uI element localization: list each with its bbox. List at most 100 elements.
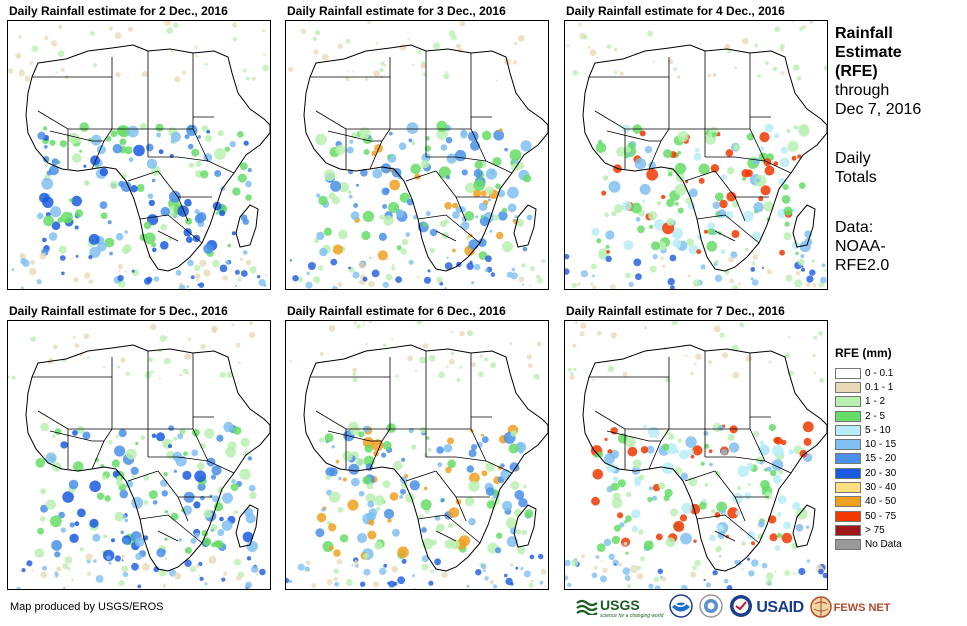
panel-title: Daily Rainfall estimate for 5 Dec., 2016 (9, 304, 228, 318)
legend-swatch (835, 439, 861, 451)
madagascar-outline (235, 504, 259, 548)
legend-item: 2 - 5 (835, 409, 960, 423)
legend-label: 30 - 40 (865, 482, 897, 494)
country-border (668, 351, 706, 430)
country-border (405, 170, 437, 182)
country-border (435, 230, 457, 242)
country-border (684, 170, 716, 182)
country-border (49, 130, 104, 142)
fews-net-logo: FEWS NET (809, 595, 891, 621)
map-panel-dec-2: Daily Rainfall estimate for 2 Dec., 2016 (7, 4, 271, 290)
legend-swatch (835, 467, 861, 479)
totals-label: Totals (835, 169, 877, 186)
country-border (417, 514, 481, 544)
country-border (606, 430, 661, 442)
panel-title: Daily Rainfall estimate for 4 Dec., 2016 (566, 4, 785, 18)
country-border (389, 51, 427, 130)
legend-item: 10 - 15 (835, 437, 960, 451)
coastline (25, 44, 270, 272)
usaid-seal-icon (729, 594, 753, 623)
daily-label: Daily (835, 150, 871, 167)
legend-label: 0 - 0.1 (865, 367, 894, 379)
map-panel-dec-5: Daily Rainfall estimate for 5 Dec., 2016 (7, 304, 271, 590)
legend-item: 0 - 0.1 (835, 366, 960, 380)
legend-item: > 75 (835, 523, 960, 537)
country-border (148, 156, 209, 162)
legend-item: 15 - 20 (835, 452, 960, 466)
country-border (684, 470, 716, 482)
country-border (696, 514, 760, 544)
usgs-waves-icon (576, 599, 598, 618)
legend-swatch (835, 482, 861, 494)
country-border (157, 230, 179, 242)
legend-swatch (835, 410, 861, 422)
product-title-line2: Estimate (835, 44, 902, 61)
country-border (714, 530, 736, 542)
legend-swatch (835, 496, 861, 508)
map-panel-dec-4: Daily Rainfall estimate for 4 Dec., 2016 (564, 4, 828, 290)
data-source-line2: RFE2.0 (835, 257, 890, 274)
rainfall-field (8, 21, 269, 289)
rainfall-field (8, 321, 266, 589)
legend-item: 40 - 50 (835, 495, 960, 509)
madagascar-outline (792, 204, 816, 248)
madagascar-outline (792, 504, 816, 548)
rainfall-map (285, 20, 549, 290)
rainfall-field (286, 321, 547, 589)
panel-title: Daily Rainfall estimate for 3 Dec., 2016 (287, 4, 506, 18)
country-border (327, 130, 382, 142)
fews-globe-icon (809, 595, 832, 621)
fews-wordmark: FEWS NET (833, 602, 891, 614)
legend-item: 20 - 30 (835, 466, 960, 480)
legend-swatch (835, 524, 861, 536)
country-border (139, 214, 203, 244)
country-border (435, 530, 457, 542)
legend-swatch (835, 424, 861, 436)
legend-swatch (835, 367, 861, 379)
legend-swatch (835, 396, 861, 408)
country-border (111, 351, 149, 430)
madagascar-outline (235, 204, 259, 248)
country-border (139, 514, 203, 544)
rainfall-map (7, 20, 271, 290)
country-border (127, 470, 159, 482)
country-border (417, 214, 481, 244)
country-border (148, 456, 209, 462)
madagascar-outline (513, 504, 537, 548)
agency-logos: USGS science for a changing world USAID F… (576, 593, 891, 623)
country-border (668, 51, 706, 130)
legend-item: No Data (835, 538, 960, 552)
map-panel-dec-7: Daily Rainfall estimate for 7 Dec., 2016 (564, 304, 828, 590)
legend-label: 50 - 75 (865, 510, 897, 522)
coastline (25, 344, 270, 572)
map-panel-dec-6: Daily Rainfall estimate for 6 Dec., 2016 (285, 304, 549, 590)
usgs-logo: USGS science for a changing world (576, 597, 663, 619)
country-border (426, 456, 487, 462)
coastline (303, 44, 548, 272)
legend-item: 50 - 75 (835, 509, 960, 523)
legend-label: No Data (865, 539, 902, 551)
through-label: through (835, 82, 890, 99)
country-border (606, 130, 661, 142)
legend-label: 2 - 5 (865, 410, 886, 422)
dhs-seal-icon (699, 593, 724, 623)
country-border (111, 51, 149, 130)
legend-label: 5 - 10 (865, 424, 891, 436)
map-description: Rainfall Estimate (RFE) through Dec 7, 2… (835, 24, 960, 275)
panel-title: Daily Rainfall estimate for 6 Dec., 2016 (287, 304, 506, 318)
usaid-wordmark: USAID (756, 599, 804, 616)
data-label: Data: (835, 219, 874, 236)
legend-swatch (835, 381, 861, 393)
legend-label: 20 - 30 (865, 467, 897, 479)
legend-label: 15 - 20 (865, 453, 897, 465)
legend-swatch (835, 510, 861, 522)
coastline (582, 44, 827, 272)
usgs-tagline: science for a changing world (600, 613, 664, 619)
rainfall-legend: RFE (mm) 0 - 0.1 0.1 - 1 1 - 2 2 - 5 5 - 10 1… (835, 346, 960, 552)
legend-swatch (835, 453, 861, 465)
coastline (303, 344, 548, 572)
legend-label: 0.1 - 1 (865, 381, 894, 393)
legend-item: 0.1 - 1 (835, 380, 960, 394)
country-border (696, 214, 760, 244)
legend-label: 1 - 2 (865, 396, 886, 408)
